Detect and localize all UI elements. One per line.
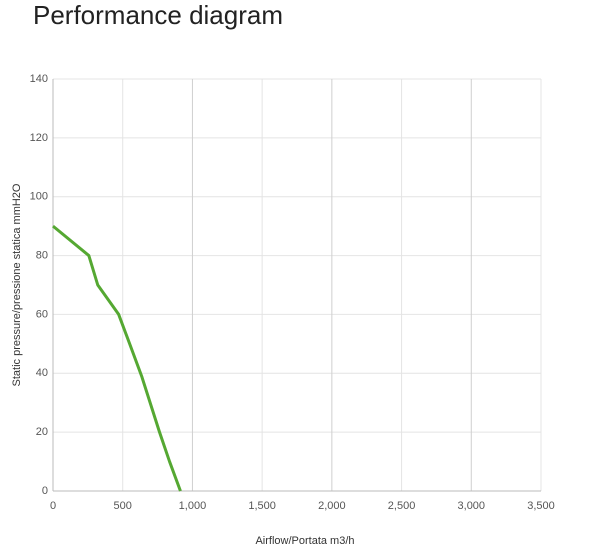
y-tick-label: 0 (42, 485, 48, 497)
x-tick-label: 1,000 (179, 500, 207, 512)
y-tick-label: 60 (36, 308, 48, 320)
x-tick-label: 3,500 (527, 500, 555, 512)
x-tick-label: 2,500 (388, 500, 416, 512)
x-axis-label: Airflow/Portata m3/h (255, 535, 354, 547)
data-line (52, 224, 182, 492)
x-tick-label: 3,000 (458, 500, 486, 512)
y-tick-label: 100 (30, 191, 48, 203)
y-tick-label: 120 (30, 132, 48, 144)
x-tick-label: 500 (114, 500, 132, 512)
x-tick-label: 2,000 (318, 500, 346, 512)
y-axis-label: Static pressure/pressione statica mmH2O (11, 183, 23, 386)
x-tick-label: 0 (50, 500, 56, 512)
y-tick-label: 40 (36, 367, 48, 379)
y-tick-label: 140 (30, 73, 48, 85)
x-tick-label: 1,500 (248, 500, 276, 512)
chart-title: Performance diagram (33, 0, 283, 30)
y-tick-label: 20 (36, 426, 48, 438)
y-tick-label: 80 (36, 249, 48, 261)
